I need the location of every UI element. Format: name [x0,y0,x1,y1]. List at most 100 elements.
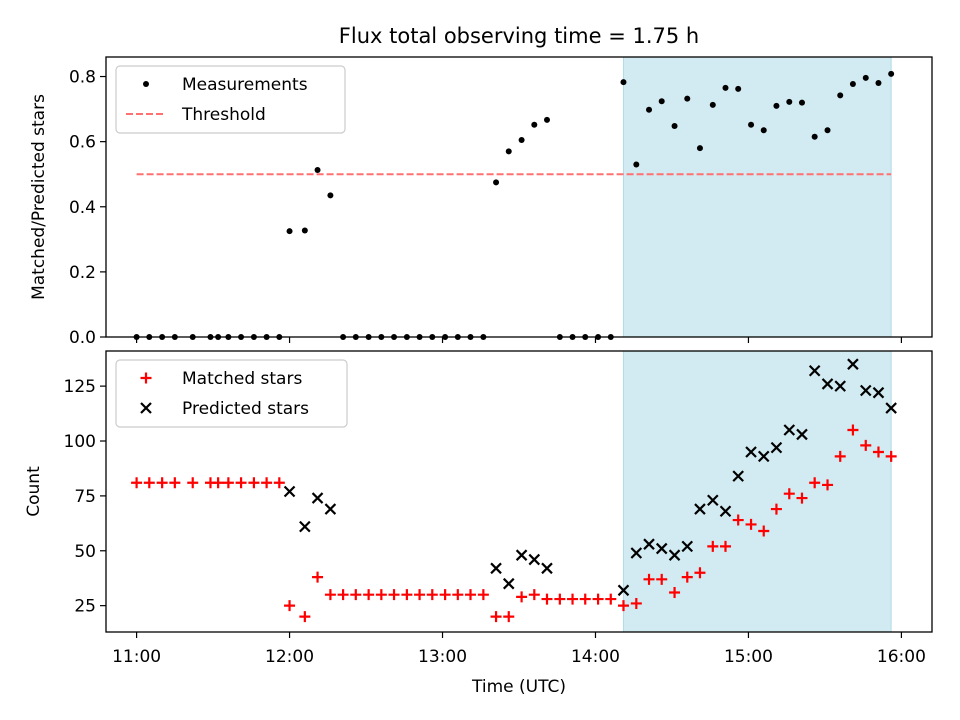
measurement-point [684,95,691,102]
matched-star-point [143,477,155,489]
legend-label: Predicted stars [182,399,309,419]
measurement-point [849,81,856,88]
x-tick-label: 15:00 [724,647,773,667]
matched-star-point [872,446,884,458]
matched-star-point [503,611,515,623]
predicted-star-point [515,549,528,561]
matched-star-point [426,589,438,601]
measurement-point [837,92,844,99]
matched-star-point [770,503,782,515]
matched-star-point [643,573,655,585]
matched-star-point [720,540,731,552]
matched-star-point [477,589,489,601]
observing-window-highlight [622,350,892,633]
matched-star-point [452,589,464,601]
measurement-point [824,127,831,134]
measurement-point [633,161,640,168]
matched-star-point [414,589,426,601]
predicted-star-point [732,470,744,482]
matched-star-point [541,593,553,605]
matched-star-point [439,589,451,601]
predicted-star-point [707,494,719,507]
predicted-star-point [655,542,668,555]
matched-star-point [630,597,642,609]
x-axis-label: Time (UTC) [471,677,566,697]
predicted-star-point [745,446,757,458]
matched-star-point [822,479,834,491]
matched-star-point [156,477,168,489]
y-tick-label: 25 [74,597,96,617]
y-tick-label: 100 [64,432,96,452]
matched-star-point [528,589,540,601]
predicted-star-point [885,402,897,414]
legend: Matched stars Predicted stars [115,359,348,428]
predicted-star-point [694,503,706,515]
matched-star-point [732,514,744,526]
matched-star-point [299,611,311,623]
matched-star-point [656,573,668,585]
matched-star-point [388,589,400,601]
predicted-star-point [719,505,732,518]
matched-star-point [745,518,757,530]
matched-star-point [681,571,693,583]
predicted-star-point [770,441,783,454]
legend-label: Measurements [182,75,308,95]
predicted-star-point [299,520,311,533]
x-tick-label: 16:00 [877,647,926,667]
legend-box [115,65,346,134]
predicted-star-point [796,428,808,441]
matched-star-point [860,439,872,451]
x-tick-label: 12:00 [265,647,314,667]
matched-star-point [516,591,528,603]
measurement-point [658,98,665,105]
measurement-point [301,227,308,234]
predicted-star-point [311,492,324,504]
matched-star-point [273,477,285,489]
measurement-point [543,116,550,123]
matched-star-point [363,589,375,601]
y-tick-label: 75 [74,487,96,507]
predicted-star-point [541,562,553,575]
predicted-star-point [324,503,337,515]
measurement-point [327,192,334,199]
matched-star-point [605,593,617,605]
y-tick-label: 0.0 [69,328,96,348]
matched-star-point [694,567,706,579]
matched-star-point [617,600,629,612]
matched-star-point [284,600,296,612]
measurement-point [709,101,716,108]
measurement-point [518,137,525,144]
predicted-star-point [859,384,872,397]
matched-star-point [783,488,795,500]
measurement-point [735,85,742,92]
measurement-point [314,166,321,173]
predicted-star-point [834,380,846,392]
predicted-star-point [681,540,694,553]
y-tick-label: 0.4 [69,198,96,218]
measurement-point [531,121,538,128]
predicted-star-point [283,485,296,498]
matched-star-point [222,477,234,489]
matched-star-point [554,593,566,605]
measurement-point [862,74,869,81]
matched-star-point [350,589,362,601]
predicted-star-point [668,549,681,561]
matched-star-point [758,525,770,537]
matched-star-point [669,586,681,598]
observing-window-highlight [622,56,892,338]
matched-star-point [337,589,349,601]
predicted-star-point [783,424,796,436]
legend-matched-marker [140,372,152,384]
x-tick-label: 14:00 [571,647,620,667]
matched-star-point [401,589,413,601]
matched-star-point [707,540,719,552]
predicted-star-point [528,553,541,566]
measurement-point [646,106,653,113]
measurement-point [620,79,627,86]
matched-star-point [809,477,821,489]
predicted-star-point [490,562,502,575]
matched-star-point [187,477,199,489]
plot-frame [105,350,933,633]
matched-star-point [248,477,260,489]
legend-label: Threshold [181,105,266,125]
